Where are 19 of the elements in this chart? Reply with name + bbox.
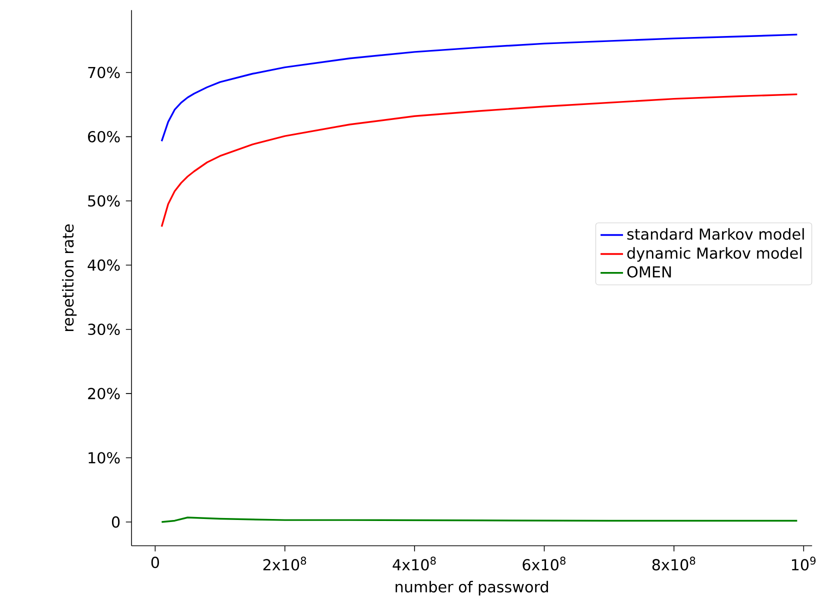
y-tick-label: 70% bbox=[88, 66, 120, 78]
x-tick-label: 4x10$^{8}$ bbox=[392, 556, 436, 571]
y-tick-label: 40% bbox=[88, 260, 120, 272]
x-tick-label: 6x10$^{8}$ bbox=[522, 556, 566, 571]
y-axis-title: repetition rate bbox=[62, 224, 77, 332]
y-tick-label: 30% bbox=[88, 324, 120, 336]
y-tick-label: 10% bbox=[88, 452, 120, 464]
x-tick-label: 2x10$^{8}$ bbox=[263, 556, 306, 571]
x-tick-label: 8x10$^{8}$ bbox=[652, 556, 696, 571]
y-tick-label: 20% bbox=[88, 388, 120, 400]
y-tick-label: 0 bbox=[112, 516, 120, 528]
y-tick-label: 50% bbox=[88, 195, 120, 207]
x-tick-label: 0 bbox=[151, 556, 159, 568]
y-tick-label: 60% bbox=[88, 131, 120, 143]
legend-label: dynamic Markov model bbox=[627, 247, 802, 262]
legend-label: OMEN bbox=[627, 266, 671, 278]
x-axis-title: number of password bbox=[396, 581, 548, 596]
legend-label: standard Markov model bbox=[627, 228, 804, 240]
x-tick-label: 10$^{9}$ bbox=[792, 556, 816, 571]
